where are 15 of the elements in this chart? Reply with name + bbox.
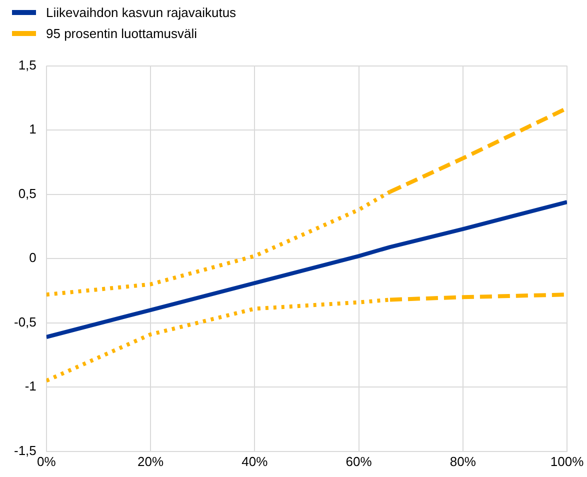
y-tick-label: 1,5 [18,57,36,72]
y-tick-label: 0,5 [18,186,36,201]
x-tick-label: 0% [37,454,56,469]
legend-label: Liikevaihdon kasvun rajavaikutus [46,5,236,20]
y-tick-label: -1,5 [14,442,36,458]
x-tick-label: 100% [550,454,584,469]
legend-label: 95 prosentin luottamusväli [46,26,198,41]
y-tick-label: -0,5 [14,314,36,330]
x-tick-label: 80% [450,454,476,469]
y-tick-label: 1 [29,122,36,137]
y-tick-label: 0 [29,250,36,266]
y-tick-label: -1 [24,378,36,394]
x-tick-label: 40% [242,454,268,469]
x-tick-label: 60% [346,454,372,469]
x-tick-label: 20% [138,454,164,469]
